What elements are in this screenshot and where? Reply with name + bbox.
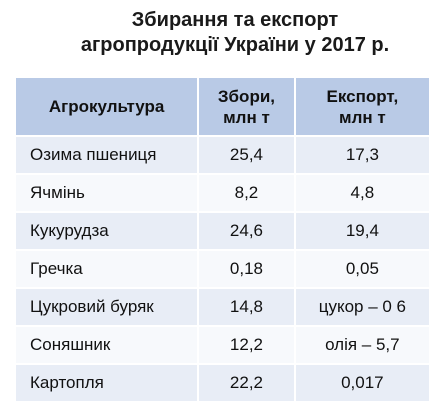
- column-header: Агрокультура: [13, 76, 200, 137]
- table-cell: 25,4: [197, 135, 296, 175]
- table-row: Озима пшениця 25,4 17,3: [13, 135, 432, 175]
- table-cell: Соняшник: [13, 325, 200, 365]
- table-cell: олія – 5,7: [293, 325, 432, 365]
- table-cell: Гречка: [13, 249, 200, 289]
- table-cell: 4,8: [293, 173, 432, 213]
- table-row: Картопля 22,2 0,017: [13, 363, 432, 403]
- table-cell: Кукурудза: [13, 211, 200, 251]
- table-body: Озима пшениця 25,4 17,3 Ячмінь 8,2 4,8 Кукуруд…: [13, 135, 432, 403]
- table-cell: 14,8: [197, 287, 296, 327]
- table-cell: цукор – 0 6: [293, 287, 432, 327]
- table-cell: Картопля: [13, 363, 200, 403]
- table-row: Гречка 0,18 0,05: [13, 249, 432, 289]
- title: Збирання та експорт агропродукції Україн…: [40, 8, 430, 58]
- table-head: Агрокультура Збори, млн т Експорт, млн т: [13, 76, 432, 137]
- table-cell: 8,2: [197, 173, 296, 213]
- table-row: Ячмінь 8,2 4,8: [13, 173, 432, 213]
- table-cell: 24,6: [197, 211, 296, 251]
- header-line: Експорт,: [326, 86, 399, 106]
- table-cell: Цукровий буряк: [13, 287, 200, 327]
- table-cell: Ячмінь: [13, 173, 200, 213]
- header-line: Збори,: [217, 86, 275, 106]
- data-table: Агрокультура Збори, млн т Експорт, млн т Ози…: [13, 76, 432, 403]
- table-cell: 0,18: [197, 249, 296, 289]
- table-cell: 0,017: [293, 363, 432, 403]
- table-cell: 17,3: [293, 135, 432, 175]
- column-header: Експорт, млн т: [293, 76, 432, 137]
- title-line: агропродукції України у 2017 р.: [80, 34, 390, 56]
- header-line: млн т: [339, 107, 386, 127]
- table-cell: 0,05: [293, 249, 432, 289]
- table-row: Цукровий буряк 14,8 цукор – 0 6: [13, 287, 432, 327]
- header-line: млн т: [223, 107, 270, 127]
- title-line: Збирання та експорт: [131, 9, 339, 31]
- table-row: Соняшник 12,2 олія – 5,7: [13, 325, 432, 365]
- table-cell: Озима пшениця: [13, 135, 200, 175]
- header-row: Агрокультура Збори, млн т Експорт, млн т: [13, 76, 432, 137]
- table-row: Кукурудза 24,6 19,4: [13, 211, 432, 251]
- table-cell: 12,2: [197, 325, 296, 365]
- column-header: Збори, млн т: [197, 76, 296, 137]
- table-cell: 19,4: [293, 211, 432, 251]
- table-cell: 22,2: [197, 363, 296, 403]
- header-line: Агрокультура: [48, 97, 165, 116]
